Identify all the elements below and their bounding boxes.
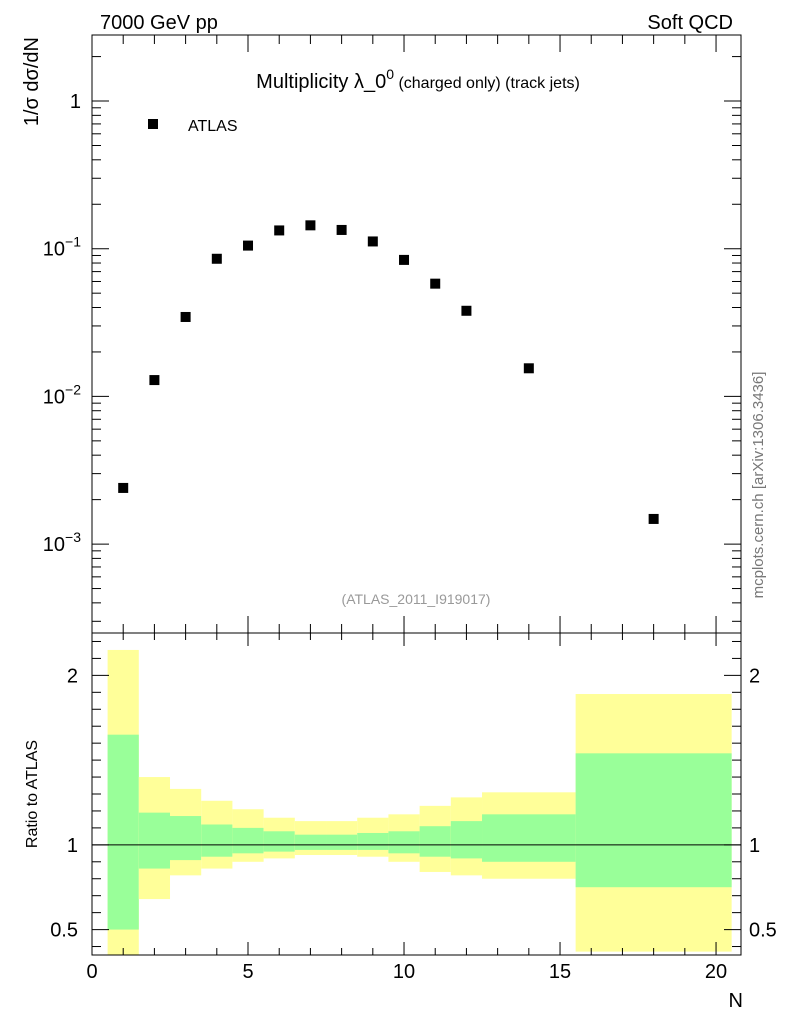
- ratio-y-axis-label: Ratio to ATLAS: [24, 740, 41, 848]
- header-right: Soft QCD: [647, 12, 733, 34]
- plot-title-suffix: (charged only) (track jets): [394, 75, 580, 92]
- main-y-tick-label: 1: [70, 91, 81, 113]
- data-point: [399, 254, 410, 265]
- ratio-y-tick-label-right: 1: [749, 835, 760, 857]
- data-point: [211, 253, 222, 264]
- x-tick-label: 5: [242, 961, 253, 983]
- data-point: [461, 305, 472, 316]
- ratio-band-inner: [326, 834, 358, 850]
- main-y-tick-label: 10−2: [43, 381, 81, 408]
- main-y-axis-label: 1/σ dσ/dN: [21, 37, 43, 126]
- ratio-band-inner: [482, 814, 576, 862]
- x-tick-label: 0: [86, 961, 97, 983]
- ratio-band-inner: [294, 834, 327, 850]
- data-point: [648, 513, 659, 524]
- main-y-tick-exponent: −2: [65, 381, 81, 397]
- ratio-band-inner: [419, 826, 451, 857]
- main-y-tick-base: 10: [43, 386, 65, 408]
- x-tick-label: 10: [393, 961, 415, 983]
- main-y-tick-labels: 110−110−210−3: [43, 91, 81, 556]
- legend-marker: [148, 119, 158, 129]
- plot-title: Multiplicity λ_00 (charged only) (track …: [256, 66, 580, 93]
- main-y-tick-exponent: −1: [65, 234, 81, 250]
- data-point: [180, 311, 191, 322]
- x-tick-labels: 0 5 10 15 20: [86, 961, 727, 983]
- ratio-axis-ticks: [91, 633, 741, 955]
- analysis-label: (ATLAS_2011_I919017): [342, 591, 491, 607]
- data-point: [430, 278, 441, 289]
- data-point: [523, 363, 534, 374]
- ratio-band-inner: [263, 831, 295, 852]
- data-point: [149, 375, 160, 386]
- ratio-y-tick-label-right: 2: [749, 665, 760, 687]
- side-label: mcplots.cern.ch [arXiv:1306.3436]: [750, 372, 767, 599]
- main-y-tick-label: 10−3: [43, 529, 81, 556]
- ratio-y-tick-label-left: 2: [67, 665, 78, 687]
- ratio-band-inner: [357, 832, 389, 850]
- ratio-band-inner: [232, 827, 264, 854]
- data-point: [305, 220, 316, 231]
- main-y-tick-base: 10: [43, 239, 65, 261]
- plot-title-main: Multiplicity λ_0: [256, 71, 386, 93]
- header-left: 7000 GeV pp: [100, 12, 218, 34]
- ratio-y-tick-label-left: 1: [67, 835, 78, 857]
- ratio-band-inner: [170, 816, 202, 861]
- ratio-band-inner: [107, 734, 139, 930]
- x-tick-label: 20: [705, 961, 727, 983]
- ratio-y-tick-labels: 2 2 1 1 0.5 0.5: [50, 665, 777, 941]
- ratio-bands: [107, 649, 732, 955]
- data-point: [274, 225, 285, 236]
- plot-title-superscript: 0: [386, 66, 394, 82]
- main-y-tick-base: 10: [43, 534, 65, 556]
- data-point: [367, 236, 378, 247]
- data-point: [336, 224, 347, 235]
- x-tick-label: 15: [549, 961, 571, 983]
- ratio-band-inner: [138, 812, 171, 869]
- ratio-band-inner: [388, 831, 420, 854]
- data-point: [243, 240, 254, 251]
- main-data-points: [118, 220, 659, 524]
- ratio-y-tick-label-left: 0.5: [50, 920, 78, 942]
- main-axis-ticks: [91, 35, 741, 633]
- data-point: [118, 482, 129, 493]
- ratio-band-inner: [450, 821, 483, 859]
- ratio-band-inner: [201, 824, 233, 857]
- legend-label: ATLAS: [188, 118, 238, 135]
- ratio-band-inner: [575, 753, 732, 888]
- ratio-y-tick-label-right: 0.5: [749, 920, 777, 942]
- main-y-tick-exponent: −3: [65, 529, 81, 545]
- main-y-tick-label: 10−1: [43, 234, 81, 261]
- x-axis-label: N: [729, 990, 743, 1012]
